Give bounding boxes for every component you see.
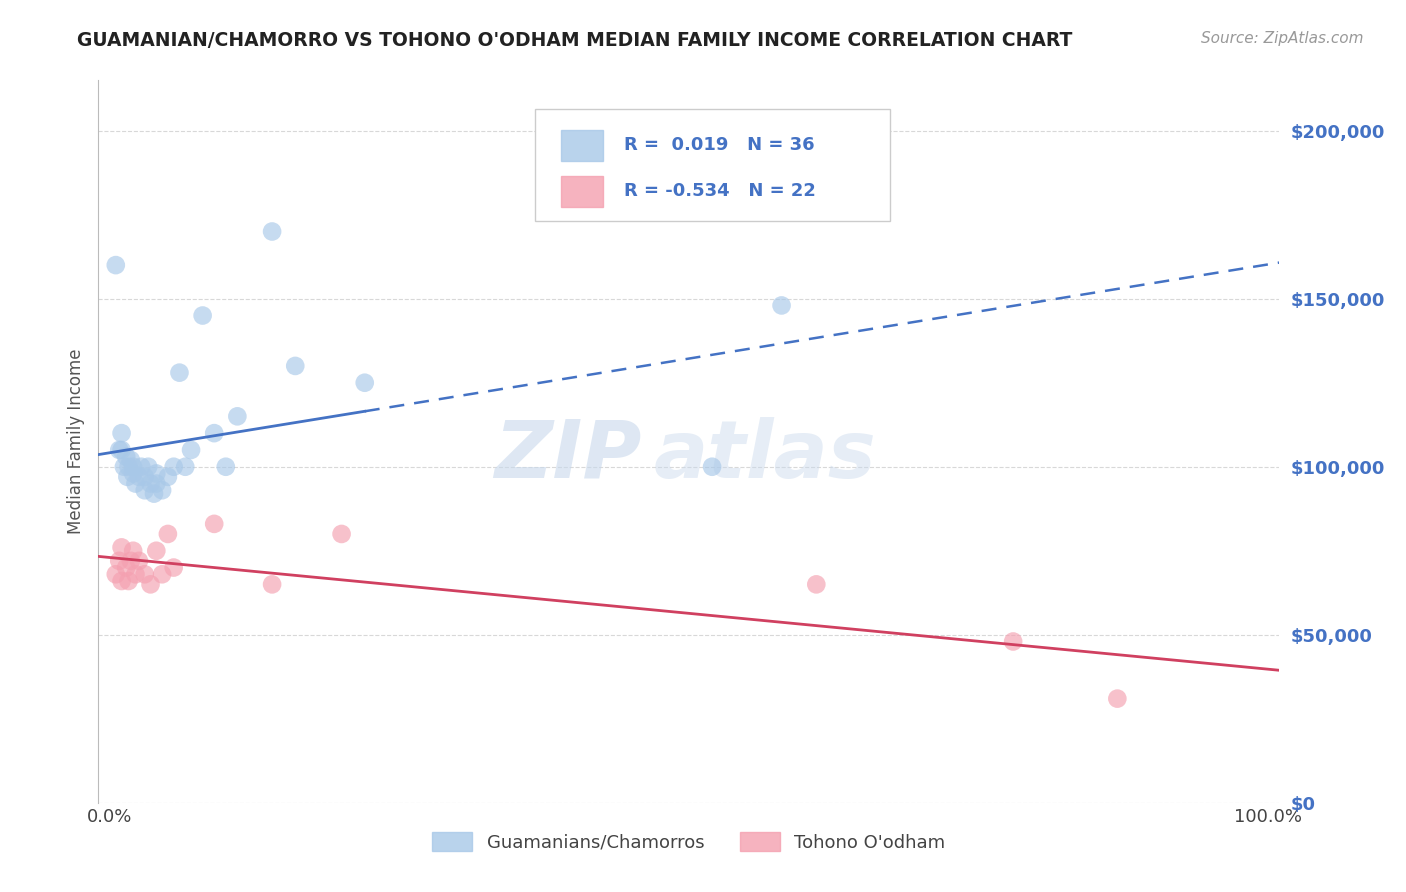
FancyBboxPatch shape — [536, 109, 890, 221]
Point — [1002, 634, 1025, 648]
Point — [128, 554, 150, 568]
Point — [110, 426, 132, 441]
Point — [136, 459, 159, 474]
Point — [120, 554, 142, 568]
Point — [104, 567, 127, 582]
Point — [156, 470, 179, 484]
Text: R =  0.019   N = 36: R = 0.019 N = 36 — [624, 136, 814, 154]
Point — [700, 459, 723, 474]
Point — [145, 476, 167, 491]
Point — [117, 459, 139, 474]
Bar — [561, 177, 603, 207]
Point — [134, 483, 156, 498]
Point — [262, 577, 284, 591]
Point — [202, 516, 225, 531]
Point — [169, 366, 191, 380]
Point — [134, 470, 156, 484]
Point — [112, 459, 135, 474]
Point — [117, 470, 139, 484]
Point — [215, 459, 238, 474]
Point — [156, 527, 179, 541]
Point — [174, 459, 197, 474]
Point — [770, 298, 793, 312]
Point — [150, 483, 173, 498]
Point — [180, 442, 202, 457]
Point — [150, 567, 173, 582]
Point — [143, 486, 166, 500]
Point — [124, 476, 146, 491]
Point — [122, 467, 145, 481]
Point — [134, 567, 156, 582]
Text: ZIP: ZIP — [495, 417, 641, 495]
Point — [104, 258, 127, 272]
Point — [163, 560, 186, 574]
Point — [202, 426, 225, 441]
Point — [115, 560, 138, 574]
Point — [108, 554, 131, 568]
Y-axis label: Median Family Income: Median Family Income — [66, 349, 84, 534]
Point — [226, 409, 249, 424]
Point — [124, 567, 146, 582]
Bar — [561, 130, 603, 161]
Point — [115, 450, 138, 464]
Text: atlas: atlas — [654, 417, 876, 495]
Point — [128, 470, 150, 484]
Point — [108, 442, 131, 457]
Point — [806, 577, 828, 591]
Point — [145, 467, 167, 481]
Text: GUAMANIAN/CHAMORRO VS TOHONO O'ODHAM MEDIAN FAMILY INCOME CORRELATION CHART: GUAMANIAN/CHAMORRO VS TOHONO O'ODHAM MED… — [77, 31, 1073, 50]
Point — [110, 574, 132, 588]
Text: Source: ZipAtlas.com: Source: ZipAtlas.com — [1201, 31, 1364, 46]
Point — [120, 453, 142, 467]
Point — [139, 577, 162, 591]
Point — [163, 459, 186, 474]
Point — [262, 225, 284, 239]
Point — [122, 543, 145, 558]
Legend: Guamanians/Chamorros, Tohono O'odham: Guamanians/Chamorros, Tohono O'odham — [425, 825, 953, 859]
Point — [1107, 691, 1129, 706]
Point — [284, 359, 307, 373]
Point — [110, 541, 132, 555]
Point — [117, 574, 139, 588]
Point — [129, 459, 152, 474]
Point — [139, 476, 162, 491]
Point — [110, 442, 132, 457]
Point — [353, 376, 375, 390]
Point — [122, 459, 145, 474]
Text: R = -0.534   N = 22: R = -0.534 N = 22 — [624, 182, 815, 200]
Point — [145, 543, 167, 558]
Point — [330, 527, 353, 541]
Point — [191, 309, 214, 323]
